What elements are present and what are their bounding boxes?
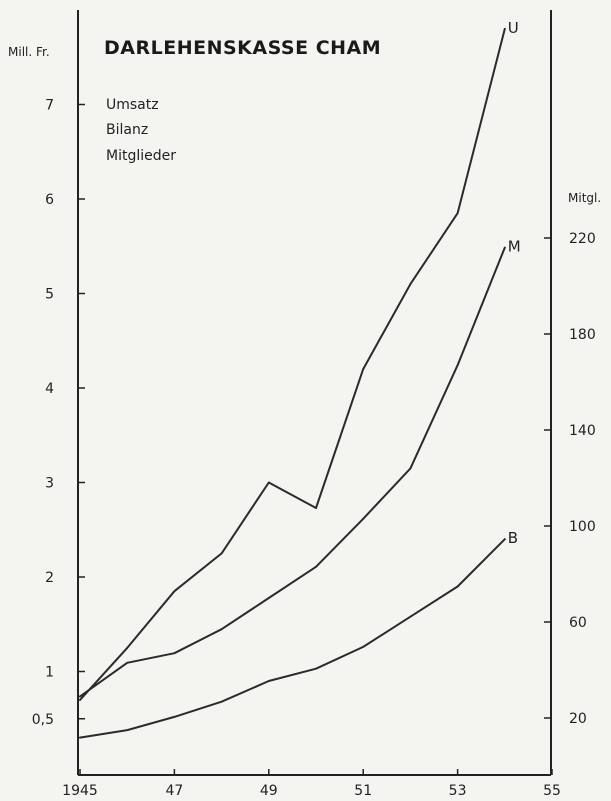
x-tick-label: 1945: [62, 783, 98, 799]
right-tick-label: 60: [569, 615, 587, 631]
series-point-b: [220, 700, 223, 703]
x-tick-label: 49: [260, 783, 278, 799]
series-line-b: [79, 538, 506, 739]
legend-item-mitglieder: Mitglieder: [106, 148, 176, 164]
series-point-u: [173, 590, 176, 593]
series-end-label-m: M: [508, 238, 521, 256]
series-point-b: [503, 538, 506, 541]
series-point-m: [267, 597, 270, 599]
series-point-u: [409, 283, 412, 285]
left-tick-label: 1: [45, 665, 54, 681]
series-point-u: [456, 212, 459, 215]
series-point-m: [409, 467, 412, 470]
series-end-label-b: B: [508, 529, 518, 547]
left-tick-label: 5: [45, 287, 54, 303]
left-tick-label: 0,5: [32, 712, 54, 728]
series-line-m: [79, 246, 506, 698]
series-point-b: [362, 646, 365, 648]
series-point-b: [315, 667, 317, 670]
plot-frame: [77, 10, 552, 776]
left-tick-label: 3: [45, 476, 54, 492]
series-point-m: [126, 661, 129, 664]
x-tick-label: 55: [543, 783, 561, 799]
right-tick-label: 20: [569, 711, 587, 727]
series-line-u: [79, 27, 506, 701]
series-point-m: [220, 628, 223, 631]
x-tick-label: 53: [449, 783, 467, 799]
right-tick-label: 140: [569, 423, 596, 439]
series-point-m: [503, 246, 506, 249]
series-point-m: [456, 364, 459, 367]
series-point-u: [315, 507, 317, 509]
series-point-m: [362, 517, 365, 520]
series-point-m: [79, 695, 81, 698]
series-point-b: [267, 680, 270, 682]
left-tick-label: 6: [45, 192, 54, 208]
series-point-b: [409, 615, 412, 618]
series-point-u: [126, 646, 129, 649]
series-point-u: [503, 28, 506, 30]
left-axis-ticks: 0,5 1 2 3 4 5 6 7: [32, 98, 85, 728]
series-point-u: [267, 481, 270, 484]
left-tick-label: 2: [45, 570, 54, 586]
right-tick-label: 220: [569, 231, 596, 247]
x-tick-label: 51: [354, 783, 372, 799]
chart-title: DARLEHENSKASSE CHAM: [104, 37, 381, 59]
series-point-b: [456, 585, 459, 588]
left-tick-label: 7: [45, 98, 54, 114]
right-tick-label: 180: [569, 327, 596, 343]
series-point-u: [79, 698, 81, 701]
series-point-m: [173, 652, 176, 655]
right-axis-unit: Mitgl.: [568, 191, 601, 205]
left-axis-unit: Mill. Fr.: [8, 45, 50, 59]
series-point-b: [126, 729, 129, 731]
series-point-m: [315, 565, 317, 568]
series-point-b: [173, 715, 176, 718]
left-tick-label: 4: [45, 381, 54, 397]
series-end-label-u: U: [508, 19, 519, 37]
right-tick-label: 100: [569, 519, 596, 535]
series-point-u: [362, 368, 365, 370]
legend-item-umsatz: Umsatz: [106, 97, 159, 113]
series-point-u: [220, 552, 223, 555]
legend-item-bilanz: Bilanz: [106, 122, 148, 138]
right-axis-ticks: 20 60 100 140 180 220: [544, 231, 596, 727]
series-point-b: [79, 736, 81, 739]
x-tick-label: 47: [165, 783, 183, 799]
series-layer: U M B: [79, 19, 521, 739]
x-axis-ticks: 1945 47 49 51 53 55: [62, 769, 561, 799]
